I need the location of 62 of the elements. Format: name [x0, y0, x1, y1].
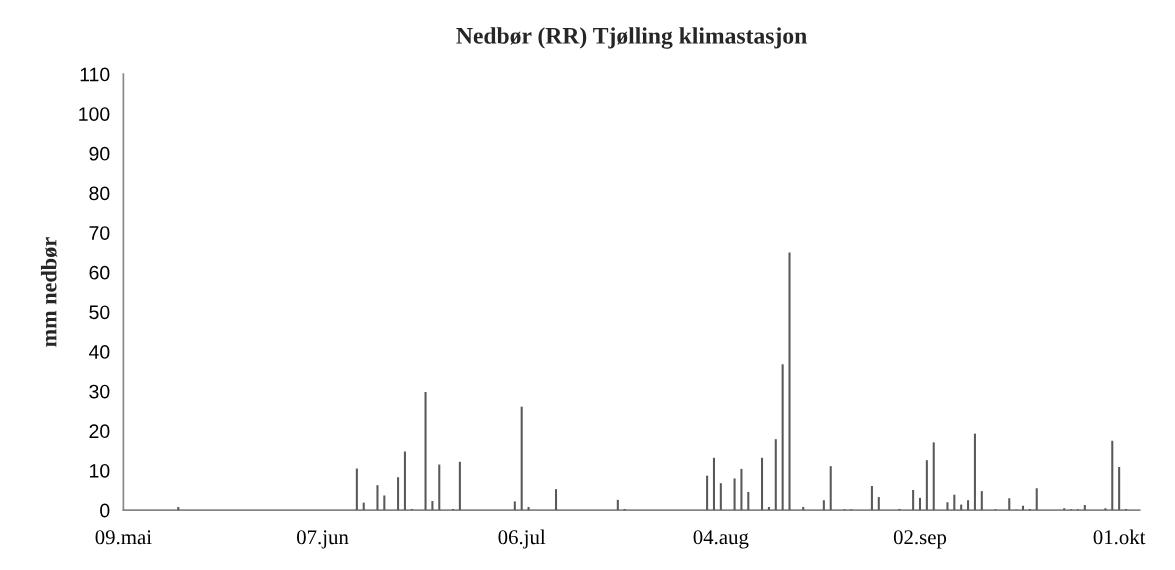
y-axis-title: mm nedbør [40, 237, 58, 347]
bar [980, 491, 983, 511]
y-tick-label: 10 [90, 463, 110, 478]
y-tick-label: 50 [89, 305, 110, 320]
bar [870, 485, 873, 511]
bar [355, 468, 358, 511]
x-tick-label: 07.jun [296, 530, 349, 549]
bar [1008, 498, 1011, 511]
y-tick-label: 110 [80, 67, 110, 82]
x-tick-label: 06.jul [498, 529, 546, 549]
y-tick-label: 70 [89, 226, 110, 240]
y-tick-label: 0 [100, 503, 110, 518]
bar [376, 485, 379, 511]
bar [554, 489, 558, 511]
bar [706, 475, 709, 511]
y-tick-label: 20 [89, 424, 110, 439]
chart-title: Nedbør (RR) Tjølling klimastasjon [456, 27, 807, 49]
y-tick-label: 100 [79, 107, 110, 121]
y-tick-label: 40 [89, 345, 110, 359]
y-tick-label: 90 [89, 146, 110, 161]
bar [520, 406, 523, 511]
x-tick-label: 09.mai [95, 530, 152, 545]
bar [973, 433, 976, 511]
bar [733, 478, 736, 511]
bar [918, 497, 922, 511]
x-tick-label: 01.okt [1093, 529, 1146, 545]
bar [912, 489, 915, 511]
bar [1035, 488, 1038, 511]
bar [397, 477, 400, 511]
bar [788, 252, 791, 511]
bar [1111, 440, 1114, 511]
x-tick-label: 02.sep [893, 530, 947, 549]
bar [424, 392, 427, 511]
bar [438, 464, 441, 511]
bar [513, 501, 516, 511]
bar [960, 504, 963, 511]
bar [967, 500, 970, 511]
bar [946, 502, 949, 511]
bar [1083, 505, 1086, 511]
bar [431, 501, 434, 511]
bar [747, 491, 750, 511]
bar [953, 494, 956, 511]
bar [616, 499, 619, 511]
bar [719, 483, 722, 511]
y-tick-label: 60 [89, 265, 110, 280]
bar [932, 442, 935, 511]
x-tick-label: 04.aug [693, 530, 749, 549]
bar [403, 451, 406, 511]
bar [712, 457, 715, 511]
bar [458, 461, 461, 511]
bar [925, 460, 928, 511]
bar [781, 364, 784, 511]
y-tick-label: 30 [89, 384, 110, 399]
bar [822, 500, 825, 511]
y-tick-label: 80 [89, 186, 110, 201]
bar [383, 495, 386, 511]
bar [740, 468, 743, 511]
bar [1118, 466, 1121, 511]
bar [774, 439, 777, 511]
bar [829, 466, 832, 511]
bar [877, 497, 880, 511]
bar [761, 457, 764, 511]
